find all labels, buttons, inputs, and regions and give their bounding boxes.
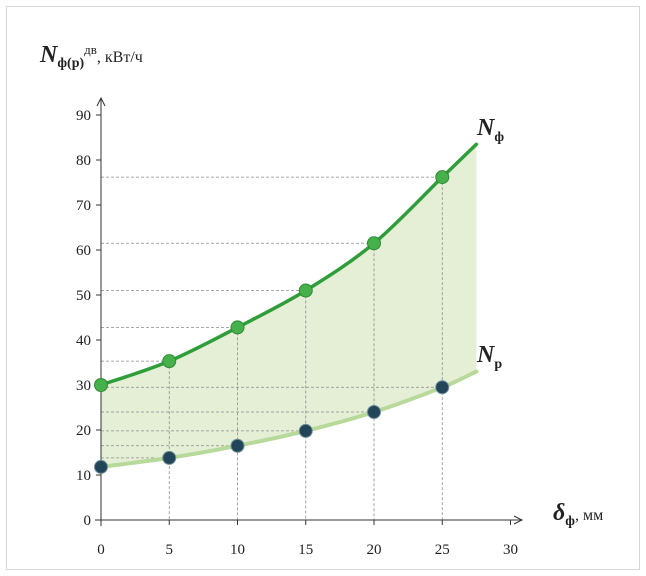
y-tick-label: 80 <box>76 153 91 169</box>
x-tick-label: 5 <box>166 542 174 558</box>
x-axis-arrow <box>513 515 524 525</box>
area-fill <box>101 144 477 467</box>
series-point-n-r <box>298 423 313 438</box>
y-tick-label: 30 <box>76 378 91 394</box>
y-tick-label: 0 <box>84 513 92 529</box>
series-point-n-f <box>367 236 381 251</box>
series-point-n-f <box>230 320 245 335</box>
series-point-n-f <box>162 354 177 369</box>
y-tick-label: 90 <box>76 108 91 124</box>
y-tick-label: 40 <box>76 333 91 349</box>
labels: Nф(р)дв, кВт/ч δф, мм Nф Nр <box>39 42 603 529</box>
x-tick-label: 25 <box>435 542 450 558</box>
series-point-n-r <box>435 380 450 395</box>
axes: 0 10 20 30 40 50 60 70 80 90 0 5 10 15 20 25 30 <box>76 96 524 558</box>
series-point-n-r <box>367 405 381 419</box>
series-point-n-f <box>435 170 450 185</box>
x-tick-label: 10 <box>230 542 245 558</box>
guide-lines <box>101 176 443 520</box>
series-point-n-f <box>298 283 313 298</box>
y-tick-label: 50 <box>76 288 91 304</box>
y-tick-label: 60 <box>76 243 91 259</box>
y-axis-arrow <box>96 96 106 107</box>
x-tick-label: 15 <box>298 542 313 558</box>
series-label-n-f: Nф <box>476 115 504 145</box>
series-point-n-r <box>94 459 108 474</box>
x-tick-label: 0 <box>97 542 105 558</box>
series-point-n-r <box>230 438 245 453</box>
y-axis-title: Nф(р)дв, кВт/ч <box>39 42 143 71</box>
x-tick-label: 20 <box>367 542 382 558</box>
x-axis-title: δф, мм <box>553 500 603 529</box>
series-points <box>94 170 450 474</box>
y-tick-label: 20 <box>76 423 91 439</box>
series-label-n-r: Nр <box>476 342 502 372</box>
series-point-n-r <box>162 450 177 465</box>
y-tick-label: 10 <box>76 468 91 484</box>
x-tick-label: 30 <box>503 542 518 558</box>
area-between-curves <box>101 144 477 467</box>
y-tick-label: 70 <box>76 198 91 214</box>
series-point-n-f <box>94 378 108 392</box>
